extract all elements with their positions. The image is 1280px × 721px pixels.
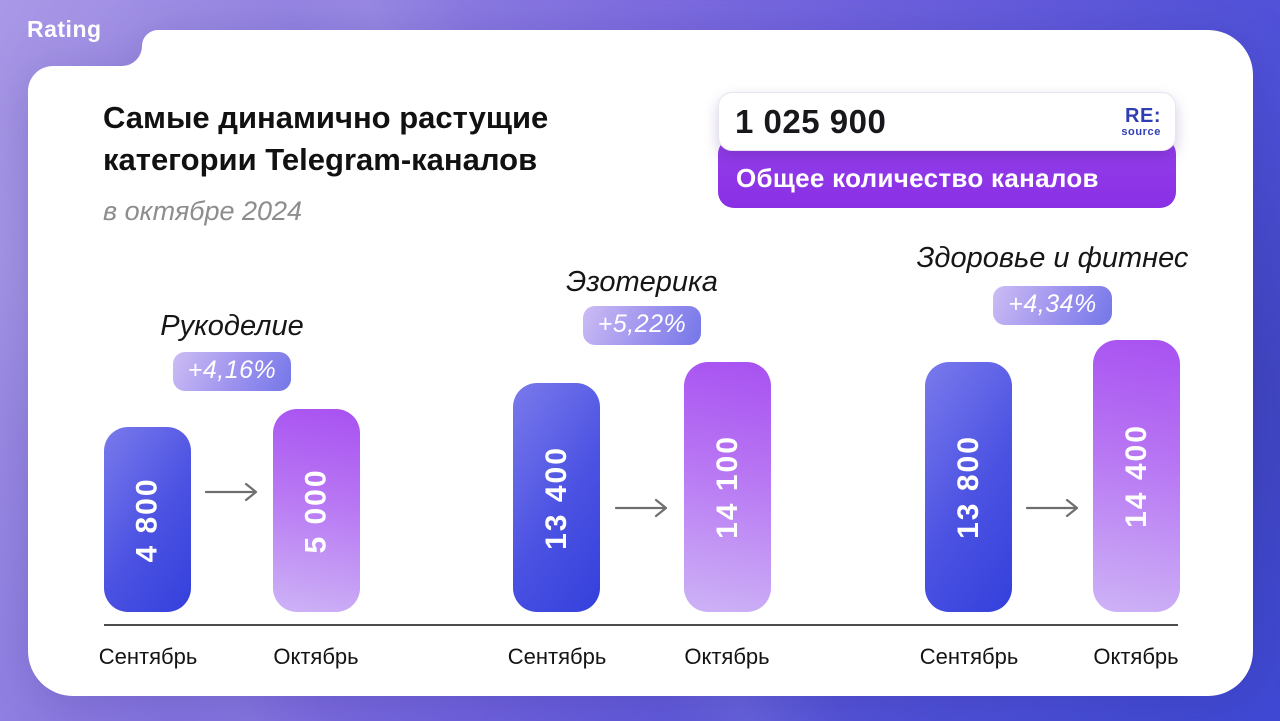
month-label-september: Сентябрь bbox=[919, 644, 1019, 669]
page-title: Самые динамично растущие категории Teleg… bbox=[103, 100, 549, 177]
month-label-october: Октябрь bbox=[273, 644, 359, 669]
arrow-right-icon bbox=[1025, 498, 1078, 518]
arrow-right-icon bbox=[205, 482, 258, 502]
category-title: Здоровье и фитнес bbox=[916, 242, 1189, 274]
september-bar: 4 800 bbox=[104, 427, 191, 612]
september-bar: 13 400 bbox=[513, 383, 600, 612]
september-bar-value: 4 800 bbox=[130, 476, 164, 563]
page-subtitle: в октябре 2024 bbox=[103, 196, 303, 226]
category-group-rukodelie: Рукоделие +4,16% 4 800 5 000 Сентябрь Ок… bbox=[99, 230, 360, 669]
category-title: Рукоделие bbox=[160, 310, 304, 342]
growth-badge: +4,16% bbox=[172, 352, 292, 391]
total-value: 1 025 900 bbox=[735, 102, 887, 140]
october-bar: 14 100 bbox=[684, 362, 771, 612]
month-label-september: Сентябрь bbox=[507, 644, 607, 669]
october-bar-value: 14 100 bbox=[710, 435, 744, 539]
month-axis: Сентябрь Октябрь bbox=[99, 644, 360, 674]
re-source-logo-sub: source bbox=[1121, 125, 1161, 138]
month-label-october: Октябрь bbox=[684, 644, 770, 669]
re-source-logo-main: RE: bbox=[1125, 104, 1161, 127]
september-bar-value: 13 400 bbox=[539, 445, 573, 550]
growth-badge: +4,34% bbox=[993, 286, 1112, 325]
october-bar: 5 000 bbox=[273, 409, 360, 612]
september-bar: 13 800 bbox=[925, 362, 1012, 612]
arrow-right-icon bbox=[615, 498, 668, 518]
month-label-september: Сентябрь bbox=[98, 644, 198, 669]
category-group-zdorovie-i-fitnes: Здоровье и фитнес +4,34% 13 800 14 400 С… bbox=[917, 230, 1189, 669]
october-bar-value: 14 400 bbox=[1119, 424, 1153, 528]
category-title: Эзотерика bbox=[566, 266, 718, 298]
september-bar-value: 13 800 bbox=[951, 435, 985, 539]
month-axis: Сентябрь Октябрь bbox=[920, 644, 1180, 674]
month-label-october: Октябрь bbox=[1093, 644, 1179, 669]
chart-baseline bbox=[104, 624, 1178, 626]
total-caption: Общее количество каналов bbox=[736, 163, 1099, 193]
october-bar: 14 400 bbox=[1093, 340, 1180, 612]
rating-tab-label: Rating bbox=[27, 16, 102, 42]
october-bar-value: 5 000 bbox=[299, 467, 333, 554]
total-value-box: 1 025 900 RE: source bbox=[718, 92, 1176, 151]
re-source-logo: RE: source bbox=[1121, 106, 1161, 138]
category-group-ezoterika: Эзотерика +5,22% 13 400 14 100 Сентябрь … bbox=[508, 230, 771, 669]
month-axis: Сентябрь Октябрь bbox=[508, 644, 771, 674]
total-channels-widget: Общее количество каналов 1 025 900 RE: s… bbox=[718, 92, 1176, 208]
growth-badge: +5,22% bbox=[582, 306, 702, 345]
